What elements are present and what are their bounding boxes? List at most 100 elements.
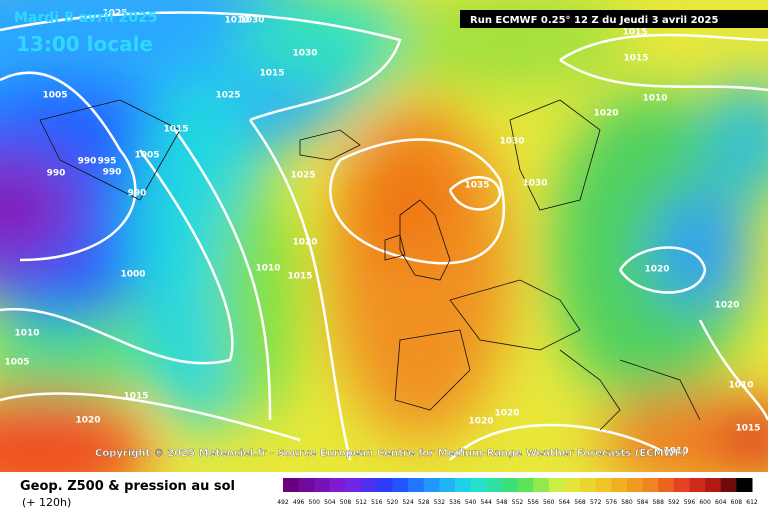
scale-swatch bbox=[345, 478, 362, 492]
isobar-label: 990 bbox=[47, 169, 66, 179]
scale-swatch bbox=[439, 478, 456, 492]
isobar-label: 1015 bbox=[623, 54, 648, 64]
scale-label: 492 bbox=[277, 499, 289, 506]
scale-swatch bbox=[283, 478, 300, 492]
forecast-time: 13:00 locale bbox=[16, 32, 153, 56]
scale-label: 520 bbox=[387, 499, 399, 506]
isobar-label: 1005 bbox=[4, 358, 29, 368]
isobar-label: 1005 bbox=[42, 91, 67, 101]
isobar-label: 1020 bbox=[468, 417, 493, 427]
scale-label: 508 bbox=[340, 499, 352, 506]
scale-swatch bbox=[486, 478, 503, 492]
isobar-label: 1020 bbox=[292, 238, 317, 248]
isobar-label: 1020 bbox=[75, 416, 100, 426]
scale-label: 552 bbox=[512, 499, 524, 506]
legend-title: Geop. Z500 & pression au sol bbox=[20, 479, 235, 494]
scale-swatch bbox=[564, 478, 581, 492]
scale-swatch bbox=[626, 478, 644, 492]
scale-label: 588 bbox=[652, 499, 664, 506]
isobar-label: 1015 bbox=[163, 125, 188, 135]
scale-swatch bbox=[314, 478, 331, 492]
isobar-label: 1015 bbox=[287, 272, 312, 282]
copyright: Copyright © 2025 Meteociel.fr - Source E… bbox=[95, 448, 686, 459]
scale-label: 596 bbox=[684, 499, 696, 506]
scale-label: 512 bbox=[355, 499, 367, 506]
scale-label: 564 bbox=[559, 499, 571, 506]
scale-label: 544 bbox=[481, 499, 493, 506]
color-scale: 492 496 500 504 508 512 516 520 524 528 532 536 540 5… bbox=[277, 478, 758, 506]
isobar-label: 990 bbox=[78, 157, 97, 167]
isobar-label: 1020 bbox=[593, 109, 618, 119]
isobar-label: 990 bbox=[128, 189, 147, 199]
scale-swatch bbox=[611, 478, 628, 492]
run-banner bbox=[460, 10, 768, 28]
isobar-label: 1030 bbox=[522, 179, 547, 189]
isobar-label: 1005 bbox=[134, 151, 159, 161]
scale-label: 548 bbox=[496, 499, 508, 506]
scale-label: 580 bbox=[621, 499, 633, 506]
scale-swatch bbox=[705, 478, 722, 492]
scale-swatch bbox=[392, 478, 409, 492]
isobar-label: 1015 bbox=[259, 69, 284, 79]
scale-label: 500 bbox=[309, 499, 321, 506]
scale-swatch bbox=[470, 478, 487, 492]
isobar-label: 1030 bbox=[292, 49, 317, 59]
scale-swatch bbox=[673, 478, 690, 492]
scale-label: 600 bbox=[699, 499, 711, 506]
legend-lead: (+ 120h) bbox=[22, 496, 71, 509]
coastlines bbox=[39, 99, 701, 431]
scale-label: 612 bbox=[746, 499, 758, 506]
scale-swatch bbox=[501, 478, 518, 492]
isobar-label: 1025 bbox=[215, 91, 240, 101]
scale-swatch bbox=[361, 478, 378, 492]
scale-swatch bbox=[423, 478, 440, 492]
scale-label: 504 bbox=[324, 499, 336, 506]
scale-label: 576 bbox=[606, 499, 618, 506]
scale-swatch bbox=[533, 478, 550, 492]
scale-swatch bbox=[408, 478, 425, 492]
scale-swatch bbox=[689, 478, 706, 492]
scale-label: 572 bbox=[590, 499, 602, 506]
isobar-label: 1020 bbox=[494, 409, 519, 419]
scale-label: 608 bbox=[731, 499, 743, 506]
scale-label: 532 bbox=[434, 499, 446, 506]
isobar-label: 1030 bbox=[239, 16, 264, 26]
scale-label: 568 bbox=[574, 499, 586, 506]
scale-label: 528 bbox=[418, 499, 430, 506]
scale-swatch bbox=[720, 478, 737, 492]
isobar-label: 1025 bbox=[290, 171, 315, 181]
isobar-label: 1010 bbox=[728, 381, 753, 391]
scale-swatch bbox=[298, 478, 315, 492]
run-info: Run ECMWF 0.25° 12 Z du Jeudi 3 avril 20… bbox=[470, 15, 718, 26]
isobar-label: 1010 bbox=[224, 16, 249, 26]
scale-swatch bbox=[642, 478, 659, 492]
scale-swatch bbox=[329, 478, 347, 492]
isobar-label: 1015 bbox=[735, 424, 760, 434]
isobar-label: 1010 bbox=[642, 94, 667, 104]
isobar-label: 1010 bbox=[255, 264, 280, 274]
isobar-label: 1015 bbox=[622, 28, 647, 38]
isobar-label: 1000 bbox=[120, 270, 145, 280]
scale-swatch bbox=[548, 478, 565, 492]
scale-label: 524 bbox=[402, 499, 414, 506]
scale-label: 536 bbox=[449, 499, 461, 506]
isobar-label: 1020 bbox=[714, 301, 739, 311]
scale-label: 540 bbox=[465, 499, 477, 506]
isobar-label: 990 bbox=[103, 168, 122, 178]
scale-label: 516 bbox=[371, 499, 383, 506]
scale-label: 556 bbox=[527, 499, 539, 506]
scale-swatch bbox=[736, 478, 753, 492]
scale-label: 584 bbox=[637, 499, 649, 506]
scale-swatch bbox=[580, 478, 597, 492]
scale-swatch bbox=[517, 478, 534, 492]
scale-label: 496 bbox=[293, 499, 305, 506]
isobar-label: 1010 bbox=[663, 447, 688, 457]
isobar-label: 1025 bbox=[102, 9, 127, 19]
isobar-label: 1015 bbox=[123, 392, 148, 402]
scale-swatch bbox=[595, 478, 612, 492]
isobars bbox=[0, 11, 768, 461]
